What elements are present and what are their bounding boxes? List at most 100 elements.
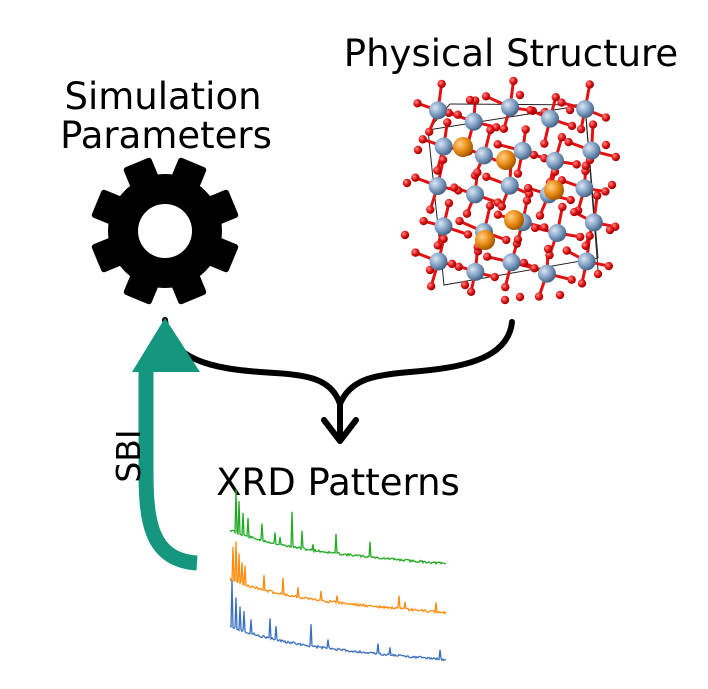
sbi-arrow-head bbox=[132, 318, 200, 372]
oxygen-atom bbox=[605, 225, 615, 235]
oxygen-atom bbox=[438, 155, 448, 165]
oxygen-atom bbox=[581, 161, 590, 170]
cation-atom bbox=[576, 100, 595, 119]
oxygen-atom bbox=[576, 124, 586, 134]
cation-atom bbox=[548, 223, 567, 242]
oxygen-atom bbox=[411, 173, 420, 182]
oxygen-atom bbox=[551, 92, 560, 102]
oxygen-atom bbox=[400, 230, 410, 240]
oxygen-atom bbox=[577, 279, 587, 288]
oxygen-atom bbox=[585, 231, 594, 241]
xrd-patterns-label: XRD Patterns bbox=[216, 461, 460, 504]
physical-structure-label: Physical Structure bbox=[344, 32, 678, 75]
metal-atom bbox=[496, 150, 516, 170]
oxygen-atom bbox=[466, 287, 476, 296]
cation-atom bbox=[575, 179, 594, 198]
oxygen-atom bbox=[601, 187, 610, 196]
oxygen-atom bbox=[493, 210, 503, 219]
oxygen-atom bbox=[501, 282, 510, 292]
xrd-trace-orange bbox=[229, 541, 447, 615]
oxygen-atom bbox=[513, 235, 523, 244]
oxygen-atom bbox=[593, 269, 603, 279]
oxygen-atom bbox=[540, 139, 549, 148]
oxygen-atom bbox=[439, 234, 448, 244]
oxygen-atom bbox=[460, 280, 470, 290]
oxygen-atom bbox=[402, 178, 412, 188]
oxygen-atom bbox=[425, 127, 434, 137]
oxygen-atom bbox=[570, 207, 579, 217]
oxygen-atom bbox=[543, 244, 553, 254]
metal-atom bbox=[475, 230, 495, 250]
oxygen-atom bbox=[515, 292, 525, 302]
oxygen-atom bbox=[483, 252, 492, 261]
oxygen-atom bbox=[581, 241, 590, 250]
oxygen-atom bbox=[419, 216, 428, 226]
metal-atom bbox=[544, 180, 564, 200]
cation-atom bbox=[500, 176, 519, 195]
oxygen-atom bbox=[521, 125, 530, 134]
cation-atom bbox=[466, 262, 485, 281]
oxygen-atom bbox=[411, 248, 420, 257]
oxygen-atom bbox=[567, 121, 577, 131]
oxygen-atom bbox=[500, 295, 510, 305]
cation-atom bbox=[465, 185, 484, 204]
oxygen-atom bbox=[576, 232, 585, 242]
oxygen-atom bbox=[433, 241, 442, 250]
oxygen-atom bbox=[443, 118, 452, 127]
cation-atom bbox=[502, 253, 521, 272]
oxygen-atom bbox=[565, 105, 575, 115]
oxygen-atom bbox=[444, 198, 454, 208]
oxygen-atom bbox=[529, 150, 539, 160]
cation-atom bbox=[428, 177, 447, 196]
xrd-patterns-plot bbox=[229, 489, 447, 662]
metal-atom bbox=[504, 210, 524, 230]
oxygen-atom bbox=[567, 275, 576, 284]
oxygen-atom bbox=[530, 264, 539, 273]
oxygen-atom bbox=[413, 99, 422, 108]
sbi-label: SBI bbox=[109, 429, 148, 482]
oxygen-atom bbox=[455, 216, 464, 226]
cation-atom bbox=[501, 98, 520, 117]
oxygen-atom bbox=[557, 133, 567, 142]
oxygen-atom bbox=[572, 160, 581, 169]
oxygen-atom bbox=[502, 235, 511, 245]
oxygen-atom bbox=[562, 246, 571, 255]
oxygen-atom bbox=[481, 92, 491, 101]
oxygen-atom bbox=[413, 145, 423, 155]
cation-atom bbox=[537, 264, 556, 283]
cation-atom bbox=[546, 151, 565, 170]
oxygen-atom bbox=[585, 80, 594, 89]
oxygen-atom bbox=[513, 169, 523, 178]
gear-icon bbox=[91, 157, 239, 305]
oxygen-atom bbox=[454, 262, 464, 272]
oxygen-atom bbox=[473, 168, 482, 177]
oxygen-atom bbox=[526, 105, 535, 115]
oxygen-atom bbox=[604, 261, 614, 271]
oxygen-atom bbox=[601, 113, 611, 122]
xrd-trace-green bbox=[229, 489, 447, 566]
cation-atom bbox=[584, 213, 603, 232]
oxygen-atom bbox=[497, 202, 507, 211]
oxygen-atom bbox=[437, 79, 446, 89]
oxygen-atom bbox=[433, 166, 442, 175]
cation-atom bbox=[582, 141, 601, 160]
oxygen-atom bbox=[493, 140, 502, 149]
sbi-arrow bbox=[132, 318, 200, 571]
cation-atom bbox=[513, 141, 532, 160]
oxygen-atom bbox=[425, 265, 435, 275]
cation-atom bbox=[434, 137, 453, 156]
oxygen-atom bbox=[523, 183, 533, 193]
oxygen-atom bbox=[607, 180, 617, 190]
merge-arrow bbox=[162, 317, 515, 444]
cation-atom bbox=[434, 217, 453, 236]
oxygen-atom bbox=[557, 98, 566, 107]
oxygen-atom bbox=[463, 230, 473, 239]
oxygen-atom bbox=[555, 290, 565, 300]
cation-atom bbox=[429, 252, 448, 271]
oxygen-atom bbox=[540, 223, 549, 232]
oxygen-atom bbox=[566, 195, 575, 205]
merge-arrow-right-branch bbox=[337, 319, 515, 407]
oxygen-atom bbox=[485, 201, 495, 211]
oxygen-atom bbox=[418, 135, 427, 144]
